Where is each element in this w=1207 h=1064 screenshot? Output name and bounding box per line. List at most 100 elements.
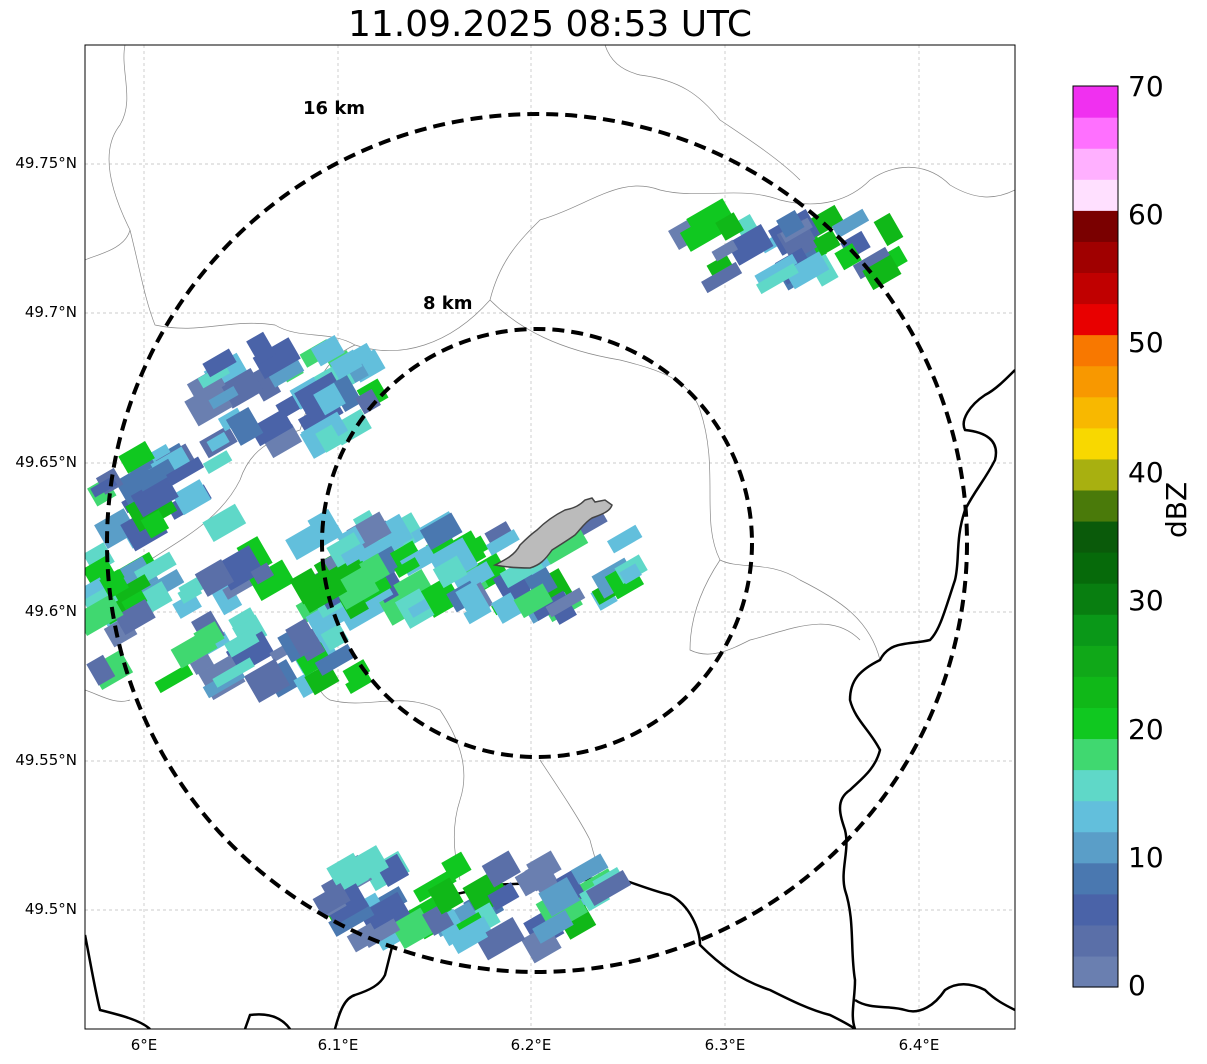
echo-cell xyxy=(487,882,520,911)
echo-cell xyxy=(346,922,380,953)
colorbar-frame xyxy=(1072,85,1119,988)
echo-cell xyxy=(513,583,553,619)
echo-cell xyxy=(172,592,202,619)
echo-cell xyxy=(475,916,526,961)
echo-cell xyxy=(394,557,420,578)
colorbar-bin xyxy=(1073,458,1118,491)
x-tick-label: 6.4°E xyxy=(898,1036,940,1054)
echo-cell xyxy=(715,212,744,241)
echo-cell xyxy=(285,618,321,657)
colorbar-bin xyxy=(1073,241,1118,274)
colorbar-bin xyxy=(1073,365,1118,398)
y-tick-label: 49.55°N xyxy=(15,751,77,769)
echo-cell xyxy=(326,852,369,896)
echo-cell xyxy=(249,408,294,447)
colorbar-tick-label: 70 xyxy=(1128,70,1164,103)
echo-cell xyxy=(134,458,176,492)
echo-cell xyxy=(224,628,260,658)
colorbar-bin xyxy=(1073,955,1118,988)
echo-cell xyxy=(570,853,609,885)
colorbar-bin xyxy=(1073,676,1118,708)
echo-cell xyxy=(328,900,375,937)
echo-cell xyxy=(359,553,390,585)
map-title: 11.09.2025 08:53 UTC xyxy=(347,4,753,45)
echo-cell xyxy=(606,524,643,554)
echo-cell xyxy=(873,212,904,247)
echo-cell xyxy=(263,423,303,459)
echo-cell xyxy=(304,570,330,595)
colorbar-bin xyxy=(1073,583,1118,615)
y-tick-label: 49.75°N xyxy=(15,154,77,172)
echo-cell xyxy=(427,877,464,915)
echo-cell xyxy=(189,653,215,676)
echo-cell xyxy=(341,342,375,371)
echo-cell xyxy=(154,663,194,694)
colorbar-bin xyxy=(1073,396,1118,429)
colorbar-bin xyxy=(1073,117,1118,149)
echo-cell xyxy=(252,337,301,380)
x-tick-label: 6°E xyxy=(130,1036,158,1054)
echo-cell xyxy=(140,510,170,539)
colorbar-bin xyxy=(1073,707,1118,740)
y-tick-label: 49.5°N xyxy=(24,900,77,918)
echo-cell xyxy=(407,598,431,618)
echo-cell xyxy=(485,529,520,556)
colorbar-tick-label: 30 xyxy=(1128,584,1164,617)
echo-cell xyxy=(184,381,233,427)
colorbar-bin xyxy=(1073,272,1118,305)
echo-cell xyxy=(389,540,423,572)
colorbar-title: dBZ xyxy=(1160,481,1193,538)
echo-cell xyxy=(524,859,557,892)
echo-cell xyxy=(307,508,344,547)
colorbar-bin xyxy=(1073,179,1118,211)
colorbar-bin xyxy=(1073,831,1118,864)
colorbar-bin xyxy=(1073,427,1118,460)
echo-cell xyxy=(170,628,218,669)
echo-cell xyxy=(114,598,156,636)
colorbar xyxy=(1072,85,1119,988)
y-tick-label: 49.6°N xyxy=(24,602,77,620)
plot-frame xyxy=(84,44,1016,1030)
colorbar-tick-label: 10 xyxy=(1128,841,1164,874)
echo-cell xyxy=(265,354,305,388)
echo-cell xyxy=(706,254,733,276)
colorbar-tick-label: 60 xyxy=(1128,198,1164,231)
echo-cell xyxy=(619,563,642,585)
echo-cell xyxy=(250,562,275,585)
x-tick-label: 6.3°E xyxy=(704,1036,746,1054)
echo-cell xyxy=(206,431,230,452)
echo-cell xyxy=(113,574,151,604)
echo-cell xyxy=(85,556,116,588)
echo-cell xyxy=(419,512,463,551)
echo-cell xyxy=(314,643,356,676)
colorbar-bin xyxy=(1073,893,1118,926)
echo-cell xyxy=(246,331,277,365)
colorbar-tick-label: 20 xyxy=(1128,713,1164,746)
echo-cell xyxy=(211,583,243,616)
colorbar-bin xyxy=(1073,489,1118,522)
echo-cell xyxy=(212,657,255,688)
echo-cell xyxy=(390,907,435,950)
y-tick-label: 49.7°N xyxy=(24,303,77,321)
echo-cell xyxy=(701,261,743,294)
echo-cell xyxy=(545,587,586,618)
echo-cell xyxy=(248,559,295,601)
echo-cell xyxy=(301,576,348,614)
echo-cell xyxy=(202,348,237,378)
echo-cell xyxy=(225,631,275,675)
echo-cell xyxy=(776,210,805,238)
echo-cell xyxy=(726,224,774,266)
echo-cell xyxy=(432,555,468,589)
city-outline xyxy=(492,497,613,569)
colorbar-bin xyxy=(1073,769,1118,802)
colorbar-bin xyxy=(1073,303,1118,336)
echo-cell xyxy=(345,671,373,695)
colorbar-bin xyxy=(1073,800,1118,833)
echo-cell xyxy=(130,475,179,518)
colorbar-tick-label: 0 xyxy=(1128,969,1146,1002)
range-rings xyxy=(105,112,969,974)
colorbar-bin xyxy=(1073,645,1118,677)
echo-cell xyxy=(228,607,256,630)
x-tick-label: 6.2°E xyxy=(510,1036,552,1054)
